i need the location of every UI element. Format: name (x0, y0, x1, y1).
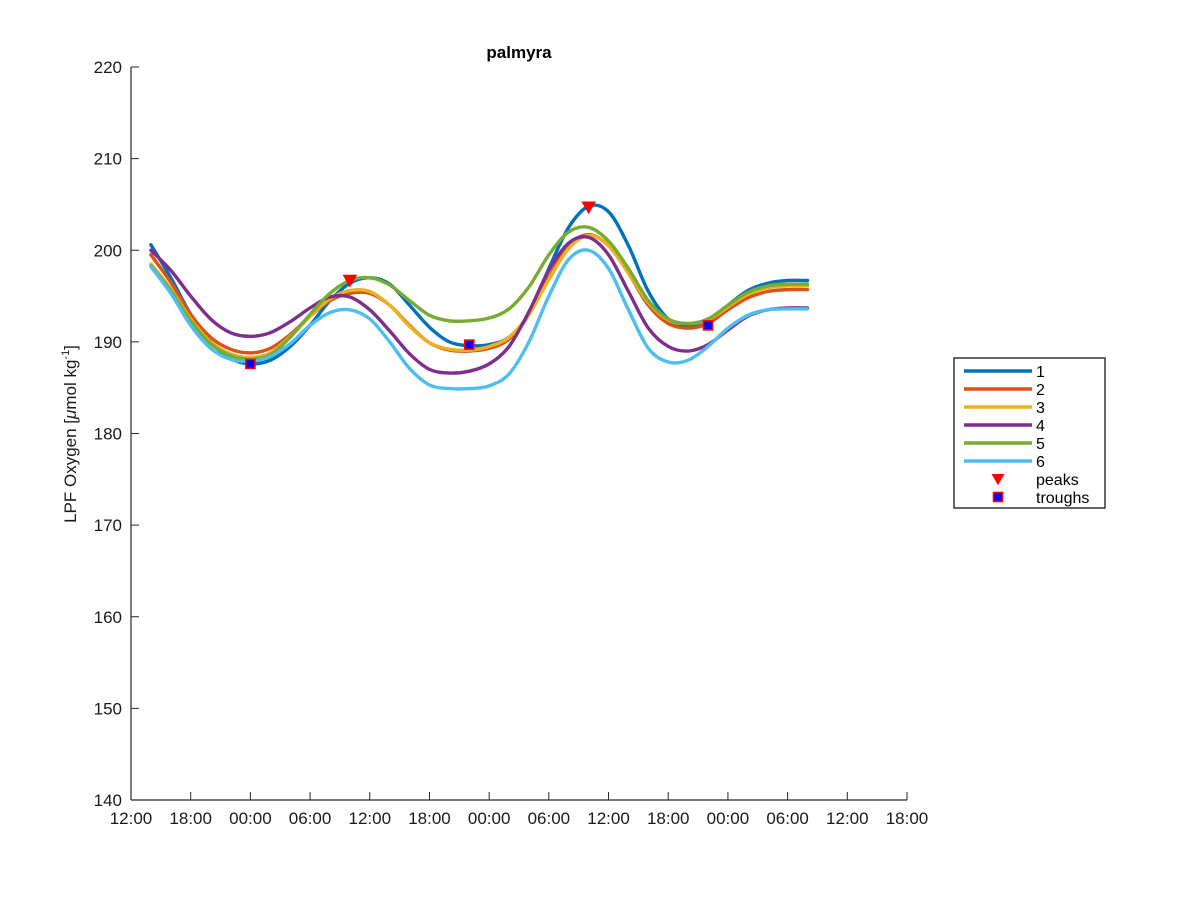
x-tick-label: 00:00 (707, 809, 750, 828)
series-line-6 (149, 248, 810, 391)
x-tick-label: 12:00 (110, 809, 153, 828)
x-tick-label: 18:00 (408, 809, 451, 828)
legend-label-6: 6 (1036, 454, 1045, 471)
series-line-4 (149, 234, 810, 375)
legend-label-troughs: troughs (1036, 490, 1089, 507)
x-tick-label: 06:00 (766, 809, 809, 828)
y-tick-label: 180 (94, 425, 122, 444)
series-layer (149, 203, 810, 391)
y-tick-label: 190 (94, 333, 122, 352)
x-tick-label: 12:00 (348, 809, 391, 828)
x-tick-label: 12:00 (826, 809, 869, 828)
legend-trough-marker (992, 491, 1004, 503)
y-tick-label: 140 (94, 791, 122, 810)
trough-marker (702, 320, 714, 331)
legend-label-1: 1 (1036, 364, 1045, 381)
x-tick-label: 18:00 (886, 809, 929, 828)
axes: 140 150 160 170 180 190 200 210 220 12:00 18:00 00:… (94, 58, 929, 828)
x-tick-label: 18:00 (169, 809, 212, 828)
x-tick-label: 06:00 (289, 809, 332, 828)
legend-label-2: 2 (1036, 382, 1045, 399)
legend-label-peaks: peaks (1036, 472, 1079, 489)
legend-peak-marker (991, 473, 1005, 486)
y-tick-label: 210 (94, 150, 122, 169)
trough-marker (463, 339, 475, 350)
legend-label-5: 5 (1036, 436, 1045, 453)
peak-marker (581, 201, 596, 215)
x-tick-label: 00:00 (229, 809, 272, 828)
y-tick-label: 170 (94, 516, 122, 535)
peak-marker (342, 274, 358, 288)
markers-layer (245, 201, 714, 370)
x-tick-label: 18:00 (647, 809, 690, 828)
legend-label-4: 4 (1036, 418, 1045, 435)
trough-marker (245, 358, 256, 370)
y-tick-label: 220 (94, 58, 122, 77)
y-tick-label: 200 (94, 241, 122, 260)
x-tick-label: 12:00 (587, 809, 630, 828)
chart-title: palmyra (486, 43, 552, 62)
y-axis-label: LPF Oxygen [μmol kg-1] (60, 345, 80, 523)
legend-label-3: 3 (1036, 400, 1045, 417)
x-tick-label: 00:00 (468, 809, 511, 828)
y-tick-label: 160 (94, 608, 122, 627)
legend-box (953, 357, 1106, 509)
x-tick-label: 06:00 (528, 809, 571, 828)
y-tick-label: 150 (94, 699, 122, 718)
